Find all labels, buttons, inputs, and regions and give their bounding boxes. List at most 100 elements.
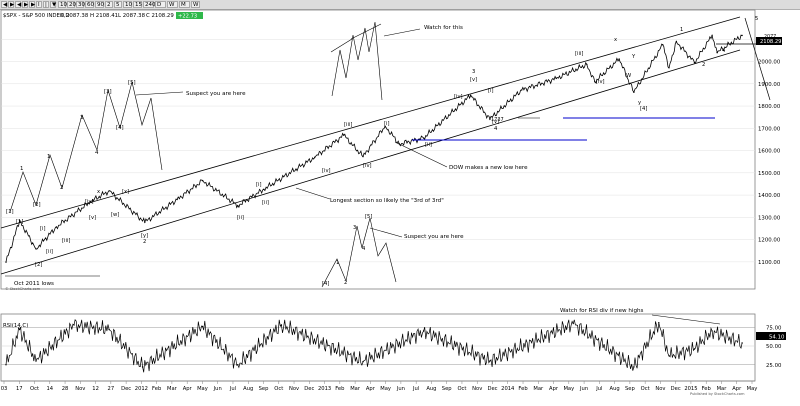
wave-label: 1 — [336, 260, 339, 266]
toolbar-button-7[interactable]: ▼ — [50, 1, 57, 8]
price-point — [662, 44, 664, 46]
note-3-pointer — [369, 227, 403, 238]
wave-label: 1 — [20, 166, 23, 172]
date-tick-label: Aug — [426, 386, 436, 392]
sketch-channel-top-2 — [350, 23, 382, 40]
rsi-point — [237, 364, 239, 366]
date-tick-label: Mar — [350, 386, 361, 392]
wave-label: [v] — [492, 119, 499, 125]
date-tick-label: Jun — [213, 386, 222, 392]
date-tick-label: 2012 — [135, 386, 148, 392]
toolbar-button-1[interactable]: ▶ — [8, 1, 15, 8]
rsi-point — [741, 342, 743, 344]
rsi-point — [572, 322, 574, 325]
price-point — [18, 219, 21, 222]
date-tick-label: Feb — [335, 386, 345, 392]
toolbar-button-12[interactable]: 90 — [95, 1, 104, 8]
toolbar-button-3[interactable]: ▶ — [22, 1, 29, 8]
toolbar-button-19[interactable]: W — [167, 1, 178, 8]
toolbar-button-17[interactable]: 240 — [143, 1, 156, 8]
wave-label: [iv] — [363, 163, 372, 169]
rsi-series-points — [5, 322, 743, 368]
toolbar-button-0[interactable]: ◀ — [1, 1, 8, 8]
wave-label: [iv] — [454, 94, 463, 100]
price-point — [741, 34, 743, 37]
wave-label: [w] — [111, 212, 119, 218]
toolbar-button-4[interactable]: ▶ — [29, 1, 36, 8]
wave-label: [ii] — [237, 215, 244, 221]
date-tick-label: 12 — [92, 386, 99, 392]
date-tick-label: Oct — [30, 386, 39, 392]
projected-decline-line — [744, 17, 771, 101]
wave-label: [i] — [488, 88, 494, 94]
date-tick-label: Mar — [167, 386, 178, 392]
wave-label: 4 — [722, 48, 726, 54]
price-point — [668, 67, 670, 69]
toolbar-button-15[interactable]: 10 — [123, 1, 132, 8]
wave-label: [1] — [16, 219, 23, 225]
price-point — [520, 89, 523, 91]
toolbar-button-16[interactable]: 15 — [133, 1, 142, 8]
toolbar-button-13[interactable]: 2 — [105, 1, 113, 8]
rsi-point — [668, 355, 670, 357]
toolbar-button-10[interactable]: 30 — [76, 1, 85, 8]
date-tick-label: Dec — [121, 386, 131, 392]
date-tick-label: 28 — [62, 386, 69, 392]
price-series-points — [5, 34, 743, 263]
date-tick-label: Jun — [396, 386, 405, 392]
wave-label: 1 — [680, 27, 683, 33]
upper-channel-line — [0, 16, 741, 229]
wave-label: [2] — [33, 202, 41, 208]
toolbar-button-20[interactable]: M — [179, 1, 190, 8]
toolbar-button-2[interactable]: ◀ — [15, 1, 22, 8]
price-panel-frame — [0, 9, 756, 290]
toolbar-button-14[interactable]: 5 — [114, 1, 122, 8]
wave-label: 2 — [702, 62, 705, 68]
date-tick-label: Oct — [274, 386, 283, 392]
rsi-label: RSI(14,C) — [3, 323, 28, 329]
wave-label: [iv] — [322, 168, 331, 174]
date-tick-label: 2013 — [318, 386, 331, 392]
date-tick-label: Sep — [625, 386, 635, 392]
price-point — [237, 204, 239, 207]
rsi-point — [5, 364, 7, 366]
date-tick-label: 03 — [1, 386, 8, 392]
rsi-axis: 25.00 50.00 75.00 — [766, 325, 782, 369]
change-badge-text: +22.73 — [178, 14, 197, 20]
price-tick-label: 1800.00 — [758, 104, 781, 110]
rsi-point — [18, 328, 21, 331]
wave-label: 4 — [362, 246, 366, 252]
toolbar-button-11[interactable]: 60 — [85, 1, 94, 8]
date-tick-label: Nov — [655, 386, 665, 392]
toolbar-button-9[interactable]: 20 — [67, 1, 76, 8]
header-close: C 2108.29 — [146, 13, 174, 19]
toolbar-button-18[interactable]: D — [155, 1, 166, 8]
price-point — [633, 91, 635, 93]
price-series-line — [5, 34, 743, 263]
wave-label: 2 — [60, 185, 63, 191]
rsi-point — [201, 325, 204, 328]
price-point — [5, 261, 7, 263]
toolbar-button-21[interactable]: W — [191, 1, 200, 8]
toolbar-button-6[interactable]: | — [43, 1, 49, 8]
price-point — [201, 179, 204, 182]
plot-background — [0, 10, 800, 395]
rsi-tick-label: 75.00 — [766, 325, 782, 331]
toolbar-button-5[interactable]: I — [36, 1, 42, 8]
toolbar-button-8[interactable]: 10 — [58, 1, 67, 8]
date-tick-label: Dec — [304, 386, 314, 392]
date-tick-label: Apr — [549, 386, 559, 392]
lower-channel-line — [0, 49, 741, 275]
date-tick-label: Jul — [595, 386, 602, 392]
price-tick-label: 1700.00 — [758, 126, 781, 132]
wave-label: [4] — [116, 125, 124, 131]
note-suspect-you-are-here-1: Suspect you are here — [186, 91, 246, 97]
wave-sketch-top — [331, 21, 383, 101]
note-longest-section: Longest section so likely the "3rd of 3r… — [330, 198, 444, 204]
wave-label: [i] — [40, 226, 46, 232]
price-point — [693, 61, 696, 64]
rsi-point — [693, 348, 696, 350]
rsi-point — [362, 361, 364, 363]
sketch-channel-top — [330, 38, 353, 53]
